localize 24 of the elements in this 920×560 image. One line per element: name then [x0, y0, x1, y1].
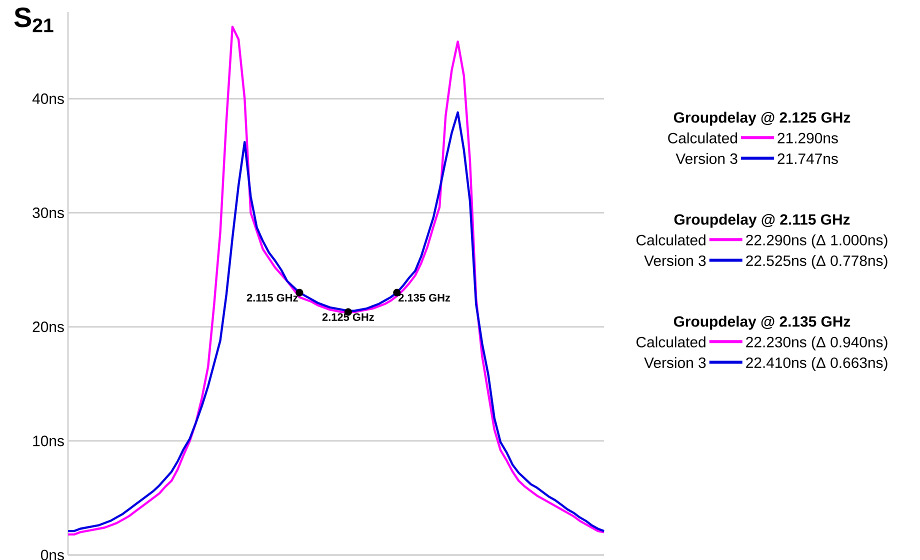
legend-label: Calculated [636, 234, 706, 246]
annotation: 2.115 GHz [246, 294, 298, 302]
y-tick-label: 10ns [33, 436, 64, 446]
text: Calculated [668, 132, 737, 144]
text: 21.747ns [778, 153, 838, 164]
y-tick-label: 40ns [32, 93, 64, 104]
text: Groupdelay @ 2.125 GHz [674, 112, 850, 126]
text: 22.525ns (Δ 0.778ns) [746, 255, 888, 269]
text: Calculated [636, 336, 706, 348]
text: 22.290ns (Δ 1.000ns) [746, 234, 888, 248]
text: 21.290ns [778, 132, 838, 144]
y-tick-label: 0ns [40, 550, 64, 560]
text: Groupdelay @ 2.135 GHz [674, 316, 850, 330]
annotation: 2.135 GHz [398, 294, 450, 302]
chart-title: S$_{21}$ [14, 8, 54, 32]
text: 22.230ns (Δ 0.940ns) [746, 336, 888, 350]
annotation: 2.125 GHz [322, 313, 374, 321]
text: Groupdelay @ 2.115 GHz [674, 214, 850, 228]
text: 22.410ns (Δ 0.663ns) [746, 357, 888, 371]
y-tick-label: 30ns [32, 207, 64, 218]
legend-label: Version 3 [644, 255, 706, 266]
text: Version 3 [644, 357, 706, 368]
text: Version 3 [676, 153, 738, 164]
y-tick-label: 20ns [32, 322, 64, 332]
